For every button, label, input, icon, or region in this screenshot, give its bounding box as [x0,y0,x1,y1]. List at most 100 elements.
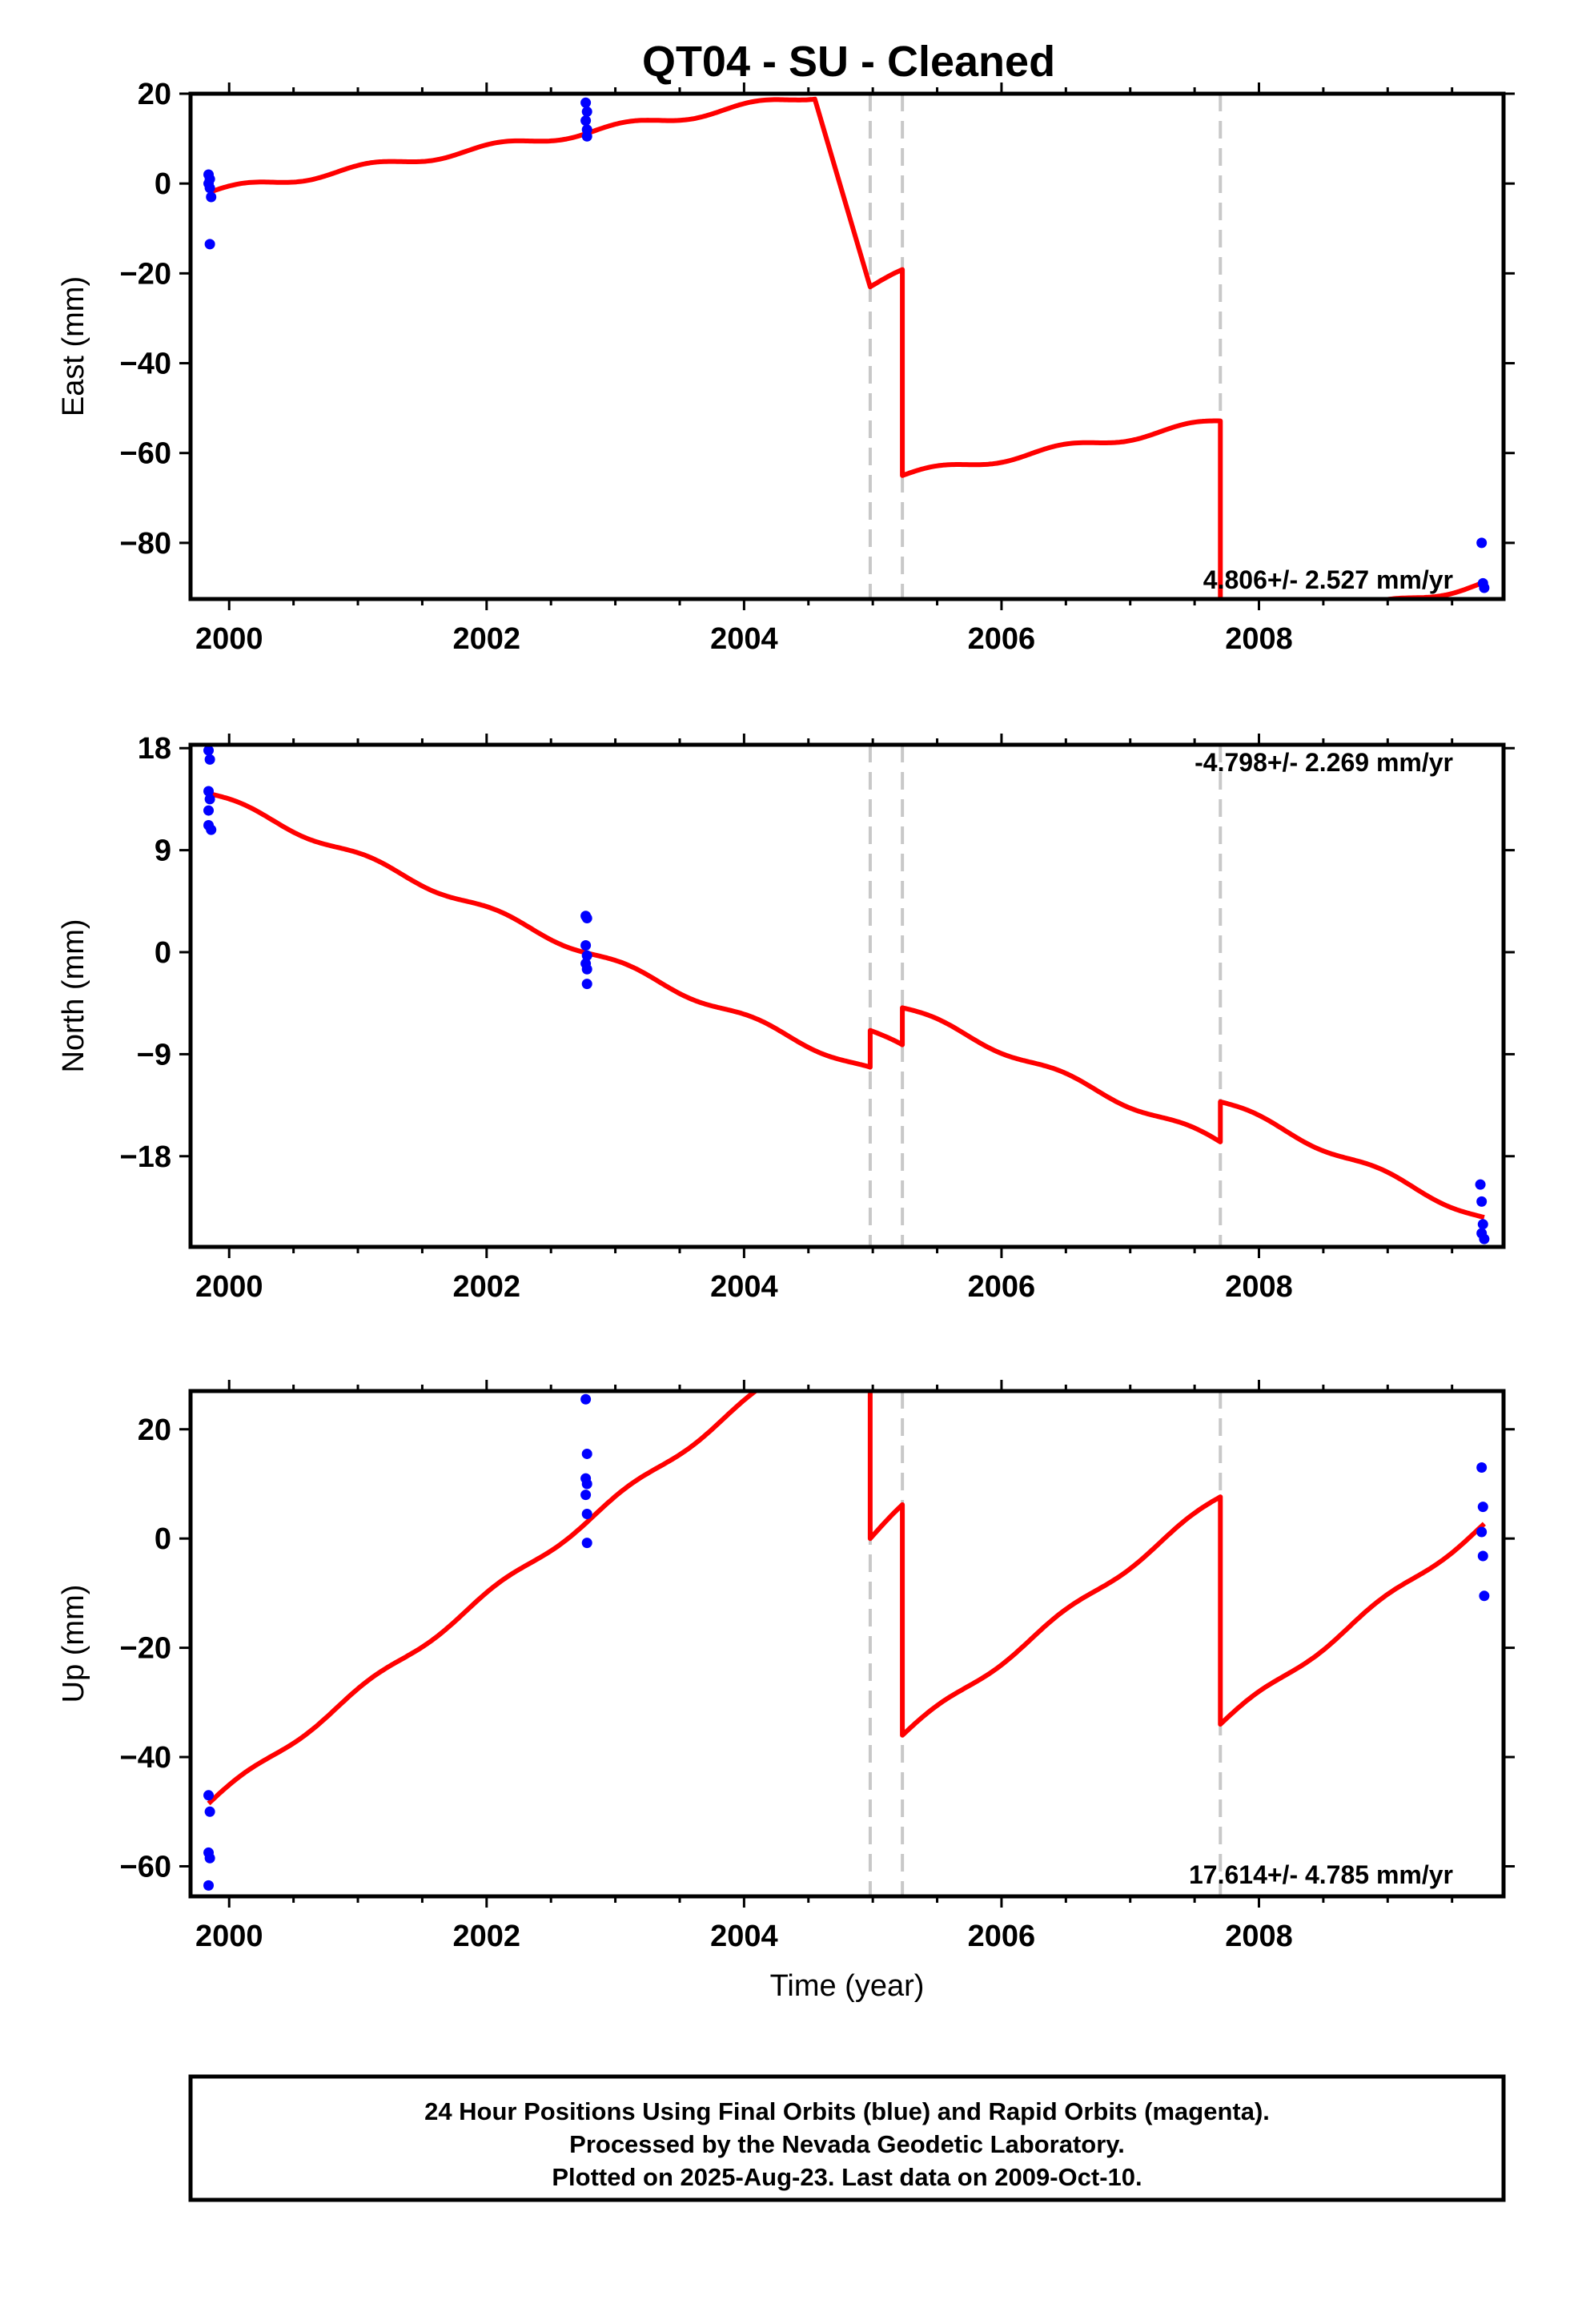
up-data-point [204,1852,215,1864]
up-x-tick-label: 2008 [1225,1920,1293,1953]
up-data-point [203,1880,215,1891]
up-data-point [1476,1526,1488,1538]
up-data-point [204,1806,215,1817]
north-rate-label: -4.798+/- 2.269 mm/yr [1195,748,1453,777]
up-data-point [203,1790,215,1801]
north-offset-lines [868,745,1223,1247]
east-data-point [1479,582,1490,593]
north-x-tick-label: 2006 [968,1270,1036,1304]
footer-line-1: 24 Hour Positions Using Final Orbits (bl… [424,2097,1270,2125]
east-offset-lines [868,94,1223,599]
up-data-point [1476,1462,1488,1474]
east-y-tick-label: 0 [155,167,171,201]
north-y-tick-label: −18 [120,1140,171,1174]
up-y-tick-label: 20 [138,1413,171,1447]
up-x-tick-label: 2004 [710,1920,778,1953]
east-data-point [206,191,217,203]
north-y-tick-label: 0 [155,936,171,970]
east-y-tick-label: −60 [120,437,171,471]
north-y-axis-label: North (mm) [57,919,90,1072]
east-y-axis-label: East (mm) [57,276,90,416]
up-data-point [580,1490,592,1501]
up-data-point [581,1448,592,1459]
north-data-point [203,786,215,797]
north-data-point [203,805,215,816]
up-offset-lines [868,1391,1223,1896]
east-data-point [581,131,592,142]
east-data-point [204,239,215,250]
east-data-point [1476,537,1488,549]
north-data-point [203,745,215,756]
east-plot-frame [188,91,1506,601]
north-data-point [1479,1233,1490,1244]
north-x-tick-label: 2004 [710,1270,778,1304]
up-model-line [207,1391,1486,1806]
north-x-tick-label: 2002 [453,1270,521,1304]
east-observations [203,97,1490,593]
north-model-line [207,790,1485,1220]
east-x-tick-label: 2008 [1225,622,1293,656]
north-x-tick-label: 2008 [1225,1270,1293,1304]
east-panel: 2000 2002 2004 2006 2008 −80 −60 −40 −20 0 20 4.80… [57,78,1515,656]
east-y-tick-label: −20 [120,257,171,291]
up-observations [203,1393,1490,1891]
east-x-tick-label: 2004 [710,622,778,656]
up-y-tick-label: −40 [120,1741,171,1775]
north-data-point [581,913,592,924]
up-x-tick-label: 2006 [968,1920,1036,1953]
up-data-point [580,1393,592,1405]
north-data-point [206,824,217,835]
north-y-tick-label: 9 [155,834,171,868]
east-y-tick-label: 20 [138,78,171,111]
north-y-tick-label: −9 [137,1038,171,1072]
up-plot-frame [188,1389,1506,1899]
up-data-point [581,1538,592,1549]
north-x-tick-label: 2000 [195,1270,263,1304]
north-data-point [581,963,592,975]
footer-frame [188,2074,1506,2202]
up-y-tick-label: −20 [120,1632,171,1666]
north-observations [203,745,1490,1244]
east-data-point [581,106,592,117]
east-ticks: 2000 2002 2004 2006 2008 −80 −60 −40 −20 0 20 [120,78,1515,656]
north-data-point [1475,1179,1486,1190]
north-panel: 2000 2002 2004 2006 2008 −18 −9 0 9 18 -4.798+/- … [57,732,1515,1304]
up-x-tick-label: 2000 [195,1920,263,1953]
up-y-tick-label: −60 [120,1850,171,1884]
north-y-tick-label: 18 [138,732,171,766]
up-y-axis-label: Up (mm) [57,1585,90,1703]
footer-line-3: Plotted on 2025-Aug-23. Last data on 200… [552,2163,1142,2191]
east-data-point [204,183,215,194]
up-data-point [581,1478,592,1490]
north-ticks: 2000 2002 2004 2006 2008 −18 −9 0 9 18 [120,732,1515,1304]
east-y-tick-label: −80 [120,527,171,561]
east-x-tick-label: 2002 [453,622,521,656]
up-panel: 2000 2002 2004 2006 2008 −60 −40 −20 0 20 17.614+… [57,1380,1515,2003]
up-data-point [1477,1502,1488,1513]
up-x-tick-label: 2002 [453,1920,521,1953]
north-data-point [581,979,592,990]
north-data-point [1477,1219,1488,1230]
x-axis-label: Time (year) [770,1969,925,2003]
east-rate-label: 4.806+/- 2.527 mm/yr [1203,565,1453,594]
north-data-point [580,940,592,951]
east-data-point [580,115,592,127]
footer-box: 24 Hour Positions Using Final Orbits (bl… [188,2074,1506,2202]
up-y-tick-label: 0 [155,1522,171,1556]
up-model-path [207,1391,1486,1806]
up-data-point [1477,1550,1488,1562]
east-y-tick-label: −40 [120,348,171,381]
north-plot-frame [188,742,1506,1249]
east-model-line [207,96,1485,599]
chart-title: QT04 - SU - Cleaned [642,38,1055,86]
north-data-point [581,950,592,961]
north-data-point [1476,1196,1488,1207]
up-ticks: 2000 2002 2004 2006 2008 −60 −40 −20 0 20 [120,1380,1515,1953]
footer-line-2: Processed by the Nevada Geodetic Laborat… [569,2130,1125,2158]
east-x-tick-label: 2000 [195,622,263,656]
east-model-path [207,96,1485,599]
up-data-point [581,1508,592,1519]
north-data-point [204,794,215,805]
north-data-point [204,754,215,765]
